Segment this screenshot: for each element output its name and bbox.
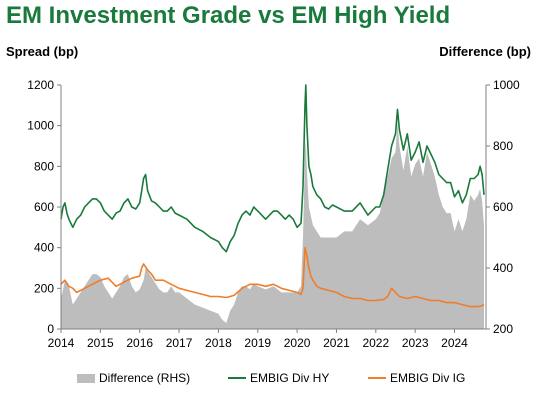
ig-line-group bbox=[60, 246, 485, 308]
x-tick-label: 2020 bbox=[284, 336, 311, 350]
y-axis-right-label: Difference (bp) bbox=[439, 44, 531, 59]
x-tick-label: 2024 bbox=[441, 336, 468, 350]
legend-group: Difference (RHS) EMBIG Div HY EMBIG Div IG bbox=[77, 371, 465, 385]
y-right-tick-label: 200 bbox=[493, 322, 513, 336]
y-right-tick-label: 800 bbox=[493, 139, 513, 153]
axes-group: 0 200 400 600 800 1000 1200 200 400 600 800 1000 201… bbox=[27, 78, 520, 350]
difference-area bbox=[61, 121, 484, 329]
y-left-tick-label: 0 bbox=[47, 322, 54, 336]
hy-line-group bbox=[60, 84, 485, 253]
difference-area-group bbox=[61, 121, 484, 329]
legend-item-difference-swatch bbox=[77, 374, 95, 383]
y-left-tick-label: 400 bbox=[34, 241, 54, 255]
legend-item-difference-label: Difference (RHS) bbox=[99, 371, 190, 385]
x-tick-label: 2014 bbox=[48, 336, 75, 350]
hy-series-line bbox=[60, 84, 485, 253]
y-left-tick-label: 600 bbox=[34, 200, 54, 214]
x-tick-label: 2022 bbox=[362, 336, 389, 350]
legend-item-ig-label: EMBIG Div IG bbox=[390, 371, 465, 385]
y-axis-left-label: Spread (bp) bbox=[6, 44, 79, 59]
ig-series-line bbox=[60, 246, 485, 308]
x-tick-label: 2018 bbox=[205, 336, 232, 350]
chart-title: EM Investment Grade vs EM High Yield bbox=[6, 2, 451, 29]
y-right-tick-label: 1000 bbox=[493, 78, 520, 92]
x-tick-label: 2016 bbox=[126, 336, 153, 350]
x-tick-label: 2017 bbox=[166, 336, 193, 350]
x-tick-label: 2023 bbox=[402, 336, 429, 350]
y-left-tick-label: 1200 bbox=[27, 78, 54, 92]
y-right-tick-label: 400 bbox=[493, 261, 513, 275]
y-left-tick-label: 800 bbox=[34, 159, 54, 173]
x-tick-label: 2015 bbox=[87, 336, 114, 350]
y-left-tick-label: 200 bbox=[34, 281, 54, 295]
legend-item-hy-label: EMBIG Div HY bbox=[250, 371, 329, 385]
x-tick-label: 2021 bbox=[323, 336, 350, 350]
y-left-tick-label: 1000 bbox=[27, 119, 54, 133]
y-right-tick-label: 600 bbox=[493, 200, 513, 214]
x-tick-label: 2019 bbox=[244, 336, 271, 350]
